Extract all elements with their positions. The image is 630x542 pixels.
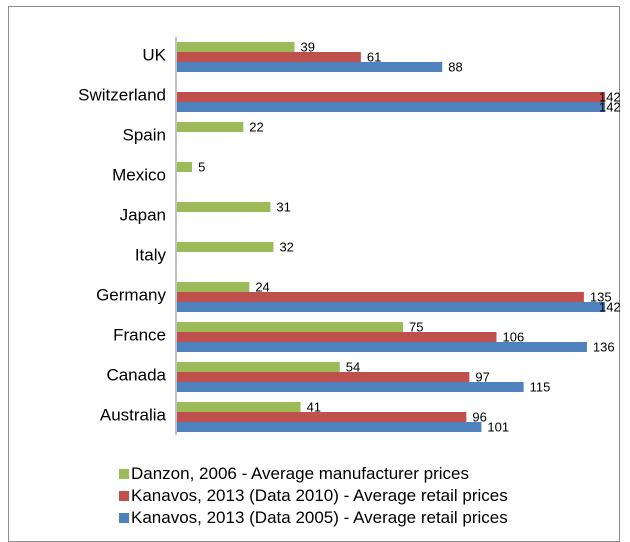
data-label: 115 — [530, 379, 551, 394]
bar-chart: UK Switzerland Spain Mexico Japan Italy German… — [78, 37, 621, 435]
data-label: 41 — [307, 399, 321, 414]
data-label: 32 — [279, 239, 293, 254]
category-label: UK — [142, 45, 166, 64]
bar — [177, 302, 605, 312]
bar — [177, 342, 587, 352]
category-label: Spain — [123, 125, 166, 144]
bar — [177, 402, 301, 412]
data-label: 5 — [198, 159, 205, 174]
data-label: 75 — [409, 319, 423, 334]
category-label: France — [113, 325, 166, 344]
bar — [177, 382, 524, 392]
data-label: 136 — [593, 339, 615, 354]
legend-label: Kanavos, 2013 (Data 2005) - Average reta… — [131, 508, 508, 527]
data-label: 142 — [599, 299, 621, 314]
bar — [177, 362, 340, 372]
data-label: 142 — [599, 89, 621, 104]
bar — [177, 292, 584, 302]
category-label: Germany — [96, 285, 166, 304]
legend-item-kanavos-2010: Kanavos, 2013 (Data 2010) - Average reta… — [119, 485, 508, 507]
data-label: 39 — [301, 39, 315, 54]
data-label: 31 — [276, 199, 290, 214]
data-label: 142 — [599, 99, 621, 114]
bar — [177, 62, 443, 72]
bar — [177, 242, 274, 252]
data-label: 135 — [590, 289, 612, 304]
bar — [177, 202, 271, 212]
data-label: 22 — [249, 119, 263, 134]
legend-swatch — [119, 491, 129, 501]
category-label: Australia — [100, 405, 167, 424]
bar — [177, 332, 497, 342]
legend-swatch — [119, 513, 129, 523]
data-label: 97 — [475, 369, 489, 384]
bar — [177, 102, 605, 112]
data-label: 106 — [502, 329, 524, 344]
category-label: Italy — [135, 245, 167, 264]
data-label: 54 — [346, 359, 360, 374]
data-label: 61 — [367, 49, 381, 64]
data-label: 96 — [472, 409, 486, 424]
bar — [177, 422, 482, 432]
category-labels: UK Switzerland Spain Mexico Japan Italy German… — [78, 45, 167, 424]
bars — [177, 42, 605, 432]
legend-swatch — [119, 469, 129, 479]
bar — [177, 412, 467, 422]
bar — [177, 372, 470, 382]
bar — [177, 52, 361, 62]
legend-item-danzon: Danzon, 2006 - Average manufacturer pric… — [119, 463, 508, 485]
legend: Danzon, 2006 - Average manufacturer pric… — [119, 463, 508, 529]
data-label: 101 — [487, 419, 509, 434]
bar — [177, 322, 404, 332]
category-label: Mexico — [112, 165, 166, 184]
bar — [177, 122, 244, 132]
legend-label: Kanavos, 2013 (Data 2010) - Average reta… — [131, 486, 508, 505]
legend-item-kanavos-2005: Kanavos, 2013 (Data 2005) - Average reta… — [119, 507, 508, 529]
bar — [177, 282, 250, 292]
bar — [177, 42, 295, 52]
chart-frame: UK Switzerland Spain Mexico Japan Italy German… — [8, 6, 621, 542]
data-label: 88 — [448, 59, 462, 74]
category-label: Japan — [120, 205, 166, 224]
value-labels: 3961881421422253132241351427510613654971… — [198, 39, 621, 434]
data-label: 24 — [255, 279, 269, 294]
category-label: Canada — [106, 365, 166, 384]
bar — [177, 162, 193, 172]
bar — [177, 92, 605, 102]
legend-label: Danzon, 2006 - Average manufacturer pric… — [131, 464, 469, 483]
category-label: Switzerland — [78, 85, 166, 104]
